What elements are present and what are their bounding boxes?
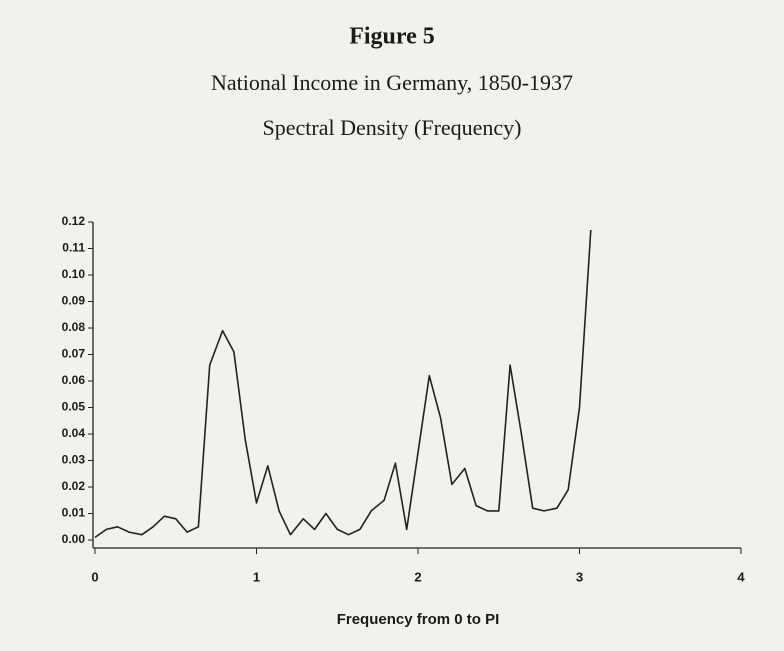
y-tick-label: 0.09 bbox=[62, 294, 86, 308]
y-tick-label: 0.11 bbox=[62, 241, 85, 255]
y-tick-label: 0.02 bbox=[62, 479, 86, 493]
x-tick-label: 0 bbox=[91, 569, 98, 584]
chart-subtitle: Spectral Density (Frequency) bbox=[262, 115, 521, 140]
x-tick-label: 2 bbox=[414, 569, 421, 584]
x-tick-label: 3 bbox=[576, 569, 583, 584]
chart-subtitle: National Income in Germany, 1850-1937 bbox=[211, 70, 573, 95]
y-tick-label: 0.08 bbox=[62, 320, 86, 334]
y-tick-label: 0.03 bbox=[62, 453, 86, 467]
x-axis-label: Frequency from 0 to PI bbox=[337, 611, 500, 628]
y-tick-label: 0.00 bbox=[62, 532, 86, 546]
x-tick-label: 1 bbox=[253, 569, 260, 584]
y-tick-label: 0.05 bbox=[62, 400, 86, 414]
x-tick-label: 4 bbox=[737, 569, 745, 584]
y-tick-label: 0.01 bbox=[62, 506, 86, 520]
y-tick-label: 0.07 bbox=[62, 347, 86, 361]
chart-title: Figure 5 bbox=[349, 24, 435, 50]
y-tick-label: 0.06 bbox=[62, 373, 86, 387]
y-tick-label: 0.12 bbox=[62, 214, 86, 228]
y-tick-label: 0.04 bbox=[62, 426, 86, 440]
data-line bbox=[94, 229, 592, 539]
y-tick-label: 0.10 bbox=[62, 267, 86, 281]
